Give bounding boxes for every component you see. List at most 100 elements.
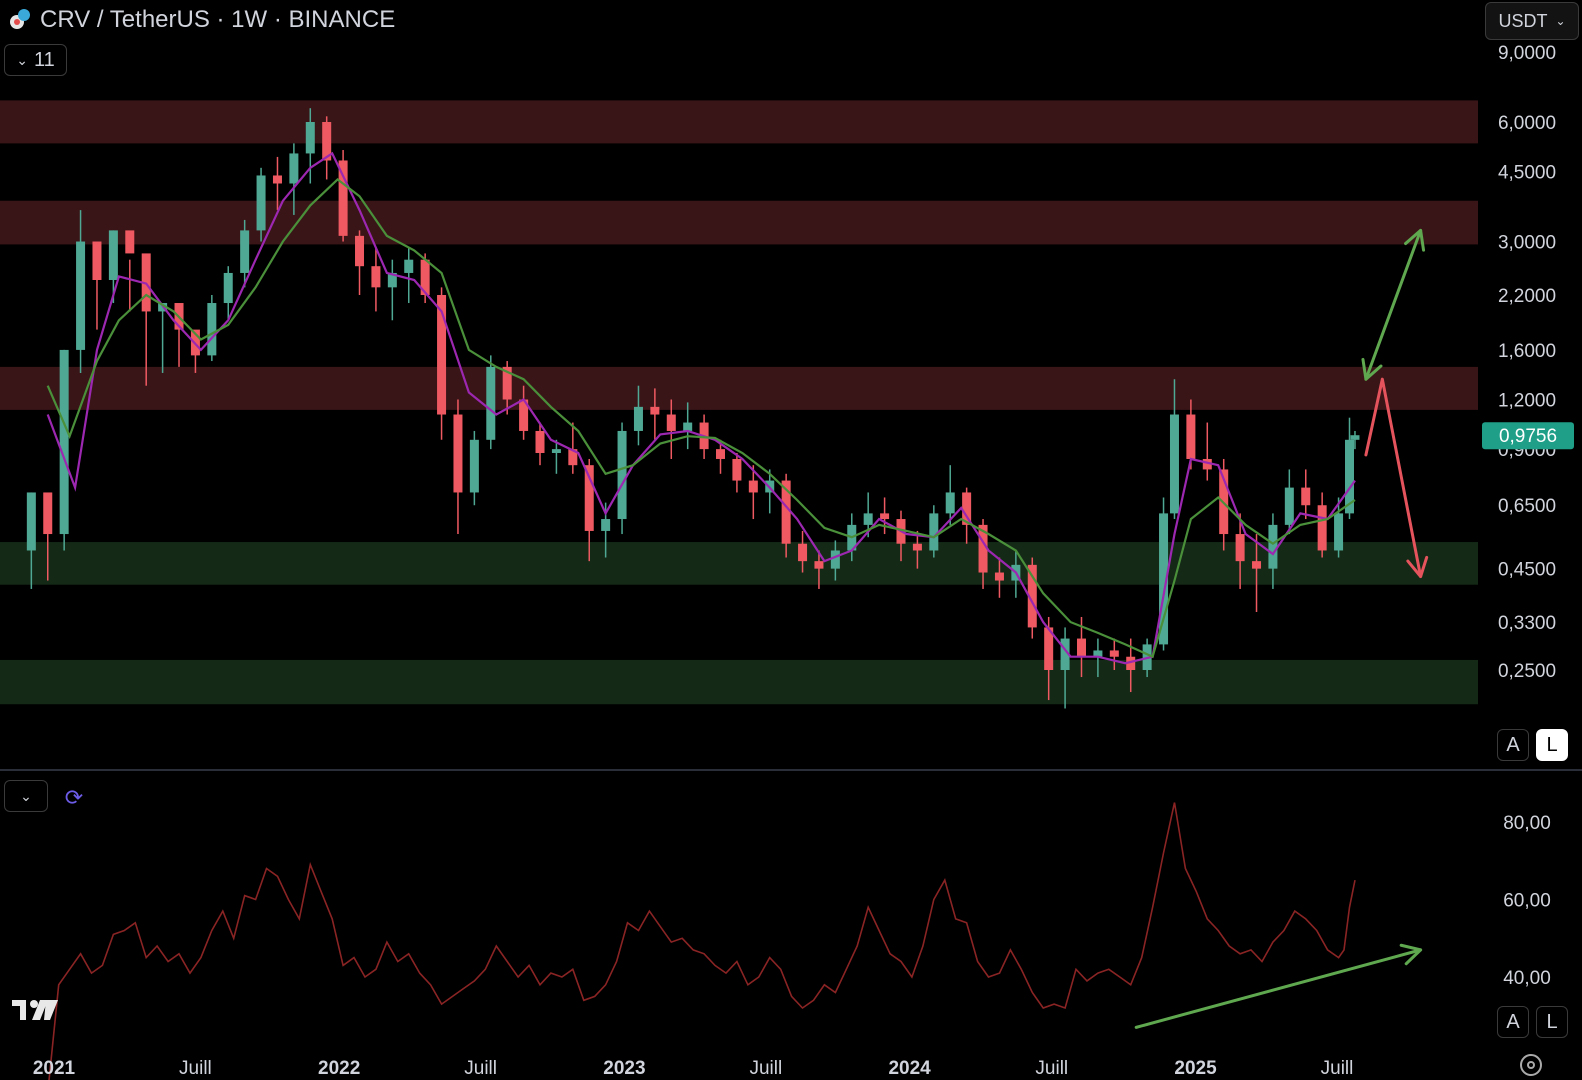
- oscillator-trend-arrow-head: [1399, 943, 1423, 966]
- support-zone-4: [0, 542, 1478, 585]
- osc-log-scale-button[interactable]: L: [1536, 1006, 1568, 1038]
- candle-body: [748, 480, 758, 493]
- osc-auto-scale-button[interactable]: A: [1497, 1006, 1529, 1038]
- candle-body: [26, 492, 36, 551]
- candle-body: [305, 122, 315, 154]
- candle-body: [519, 399, 529, 431]
- resistance-zone-3: [0, 366, 1478, 410]
- currency-select[interactable]: USDT ⌄: [1485, 2, 1579, 40]
- candle-body: [633, 406, 643, 431]
- candle-body: [256, 175, 266, 231]
- oscillator-axis-tick: 60,00: [1503, 891, 1551, 912]
- time-axis-tick: Juill: [464, 1058, 497, 1079]
- candle-body: [404, 259, 414, 273]
- last-price-label: 0,9756: [1499, 426, 1557, 447]
- auto-scale-button[interactable]: A: [1497, 729, 1529, 761]
- log-scale-label: L: [1546, 733, 1558, 756]
- candle-body: [420, 259, 430, 296]
- candle-body: [535, 430, 545, 454]
- oscillator-axis-tick: 40,00: [1503, 968, 1551, 989]
- candle-body: [1169, 414, 1179, 514]
- candle-body: [322, 122, 332, 161]
- time-axis-tick: 2021: [33, 1058, 76, 1079]
- candle-body: [650, 406, 660, 415]
- time-axis-tick: 2025: [1174, 1058, 1217, 1079]
- candle-body: [92, 241, 102, 280]
- candle-body: [453, 414, 463, 493]
- bullish-arrow-head: [1404, 228, 1426, 252]
- bearish-arrow-head: [1406, 555, 1429, 578]
- price-axis-tick: 9,0000: [1498, 43, 1556, 64]
- settings-gear-icon[interactable]: [1520, 1054, 1542, 1076]
- oscillator-series-line: [48, 802, 1356, 1080]
- candle-body: [1060, 638, 1070, 670]
- oscillator-axis-tick: 80,00: [1503, 813, 1551, 834]
- symbol-title: CRV / TetherUS · 1W · BINANCE: [8, 6, 395, 34]
- candle-body: [1317, 505, 1327, 551]
- candle-body: [1350, 435, 1360, 440]
- candle-body: [355, 235, 365, 267]
- candle-body: [240, 230, 250, 273]
- oscillator-trend-arrow: [1134, 948, 1423, 1029]
- candle-body: [437, 295, 447, 415]
- price-axis-tick: 1,2000: [1498, 391, 1556, 412]
- oscillator-collapse-button[interactable]: ⌄: [4, 780, 48, 812]
- candle-body: [1252, 561, 1262, 569]
- candle-body: [781, 480, 791, 544]
- candle-body: [716, 449, 726, 459]
- candle-body: [601, 519, 611, 531]
- candle-body: [798, 543, 808, 562]
- candle-body: [978, 524, 988, 573]
- auto-scale-label: A: [1506, 1010, 1520, 1033]
- candle-body: [289, 153, 299, 184]
- tradingview-logo-icon: [12, 1000, 58, 1020]
- candle-body: [732, 458, 742, 481]
- candle-body: [584, 465, 594, 531]
- indicators-collapse-button[interactable]: ⌄ 11: [4, 44, 67, 76]
- candle-body: [469, 439, 479, 493]
- trend-arrows: [1134, 228, 1429, 1029]
- candle-body: [666, 414, 676, 431]
- chevron-down-icon: ⌄: [16, 51, 28, 68]
- candle-body: [912, 543, 922, 551]
- candle-body: [1027, 564, 1037, 628]
- chevron-down-icon: ⌄: [20, 787, 32, 804]
- candle-body: [207, 303, 217, 356]
- candle-body: [1301, 487, 1311, 506]
- bullish-arrow-tail-head: [1361, 357, 1383, 381]
- candle-body: [59, 349, 69, 535]
- candle-body: [568, 449, 578, 466]
- indicator-count: 11: [33, 48, 55, 71]
- time-axis-tick: Juill: [1321, 1058, 1354, 1079]
- last-price-badge: [1482, 422, 1574, 450]
- log-scale-button[interactable]: L: [1536, 729, 1568, 761]
- time-axis-tick: Juill: [179, 1058, 212, 1079]
- candle-body: [551, 449, 561, 454]
- candle-body: [1159, 513, 1169, 645]
- candle-body: [945, 492, 955, 514]
- candle-body: [486, 366, 496, 440]
- candle-body: [338, 160, 348, 236]
- symbol-title-text: CRV / TetherUS · 1W · BINANCE: [40, 6, 396, 33]
- time-axis-tick: 2023: [603, 1058, 645, 1079]
- time-axis-tick: Juill: [1035, 1058, 1068, 1079]
- candle-body: [76, 241, 86, 350]
- candle-body: [1202, 458, 1212, 470]
- candle-body: [830, 550, 840, 569]
- price-zones: [0, 100, 1478, 705]
- candle-body: [863, 513, 873, 525]
- price-axis-tick: 2,2000: [1498, 286, 1556, 307]
- candle-body: [1044, 627, 1054, 670]
- bearish-arrow: [1364, 377, 1423, 578]
- candle-body: [880, 513, 890, 520]
- candle-body: [814, 561, 824, 569]
- log-scale-label: L: [1546, 1010, 1558, 1033]
- candle-body: [1345, 439, 1355, 514]
- oscillator-line: [48, 802, 1356, 1080]
- currency-label: USDT: [1498, 10, 1548, 31]
- candle-body: [141, 253, 151, 312]
- candle-body: [929, 513, 939, 551]
- time-axis-tick: Juill: [749, 1058, 782, 1079]
- refresh-icon[interactable]: ⟳: [64, 785, 84, 810]
